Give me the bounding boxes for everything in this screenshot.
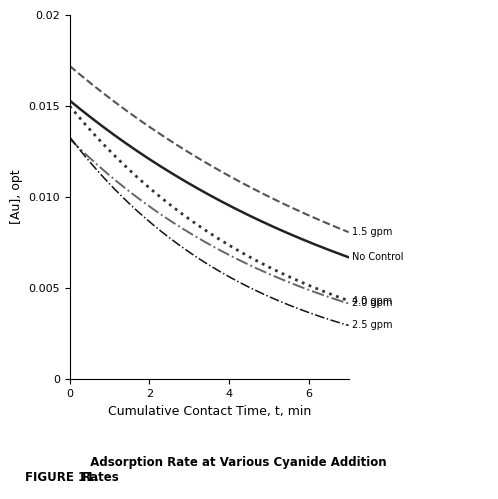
Text: No Control: No Control: [352, 252, 403, 262]
Text: 2.0 gpm: 2.0 gpm: [352, 298, 392, 308]
Text: Adsorption Rate at Various Cyanide Addition
Rates: Adsorption Rate at Various Cyanide Addit…: [82, 456, 387, 484]
Text: 1.5 gpm: 1.5 gpm: [352, 227, 392, 237]
Text: FIGURE 11.: FIGURE 11.: [25, 471, 99, 484]
Y-axis label: [Au], opt: [Au], opt: [10, 170, 23, 225]
X-axis label: Cumulative Contact Time, t, min: Cumulative Contact Time, t, min: [108, 405, 311, 418]
Text: 4.0 gpm: 4.0 gpm: [352, 295, 392, 306]
Text: 2.5 gpm: 2.5 gpm: [352, 320, 392, 330]
